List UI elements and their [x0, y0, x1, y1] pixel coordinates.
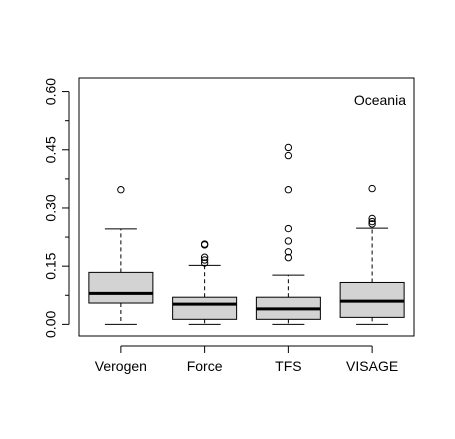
box-visage [339, 184, 405, 325]
x-tick-label: Force [187, 358, 223, 374]
outlier-point [368, 217, 376, 226]
outlier-point [284, 224, 293, 233]
outlier-point [284, 253, 293, 262]
y-tick-label: 0.15 [43, 252, 59, 279]
y-tick-label: 0.45 [43, 136, 59, 163]
outlier-point [200, 253, 209, 261]
outlier-point [284, 143, 293, 152]
box-force [172, 240, 238, 325]
x-axis: Verogen Force TFS VISAGE [95, 345, 398, 374]
box-iqr [172, 296, 238, 320]
box-iqr [88, 271, 154, 304]
y-tick-label: 0.00 [43, 311, 59, 338]
x-tick-label: VISAGE [346, 358, 398, 374]
box-verogen [88, 186, 154, 325]
x-tick-label: TFS [275, 358, 301, 374]
outlier-point [368, 214, 376, 223]
region-annotation: Oceania [354, 92, 406, 108]
plot-frame [78, 77, 415, 337]
outlier-point [200, 240, 209, 248]
outlier-point [117, 186, 125, 194]
x-tick-label: Verogen [95, 358, 147, 374]
y-tick-label: 0.60 [43, 78, 59, 105]
box-tfs [255, 143, 321, 325]
y-axis: 0.00 0.15 0.30 0.45 0.60 [43, 78, 70, 338]
outlier-point [368, 220, 376, 228]
outlier-point [200, 259, 209, 267]
outlier-point [200, 256, 209, 264]
boxes-layer [88, 143, 405, 325]
y-tick-label: 0.30 [43, 194, 59, 221]
outlier-point [368, 184, 376, 193]
outlier-point [284, 248, 293, 256]
outlier-point [284, 186, 293, 194]
outlier-point [284, 151, 293, 160]
outlier-point [284, 237, 293, 245]
